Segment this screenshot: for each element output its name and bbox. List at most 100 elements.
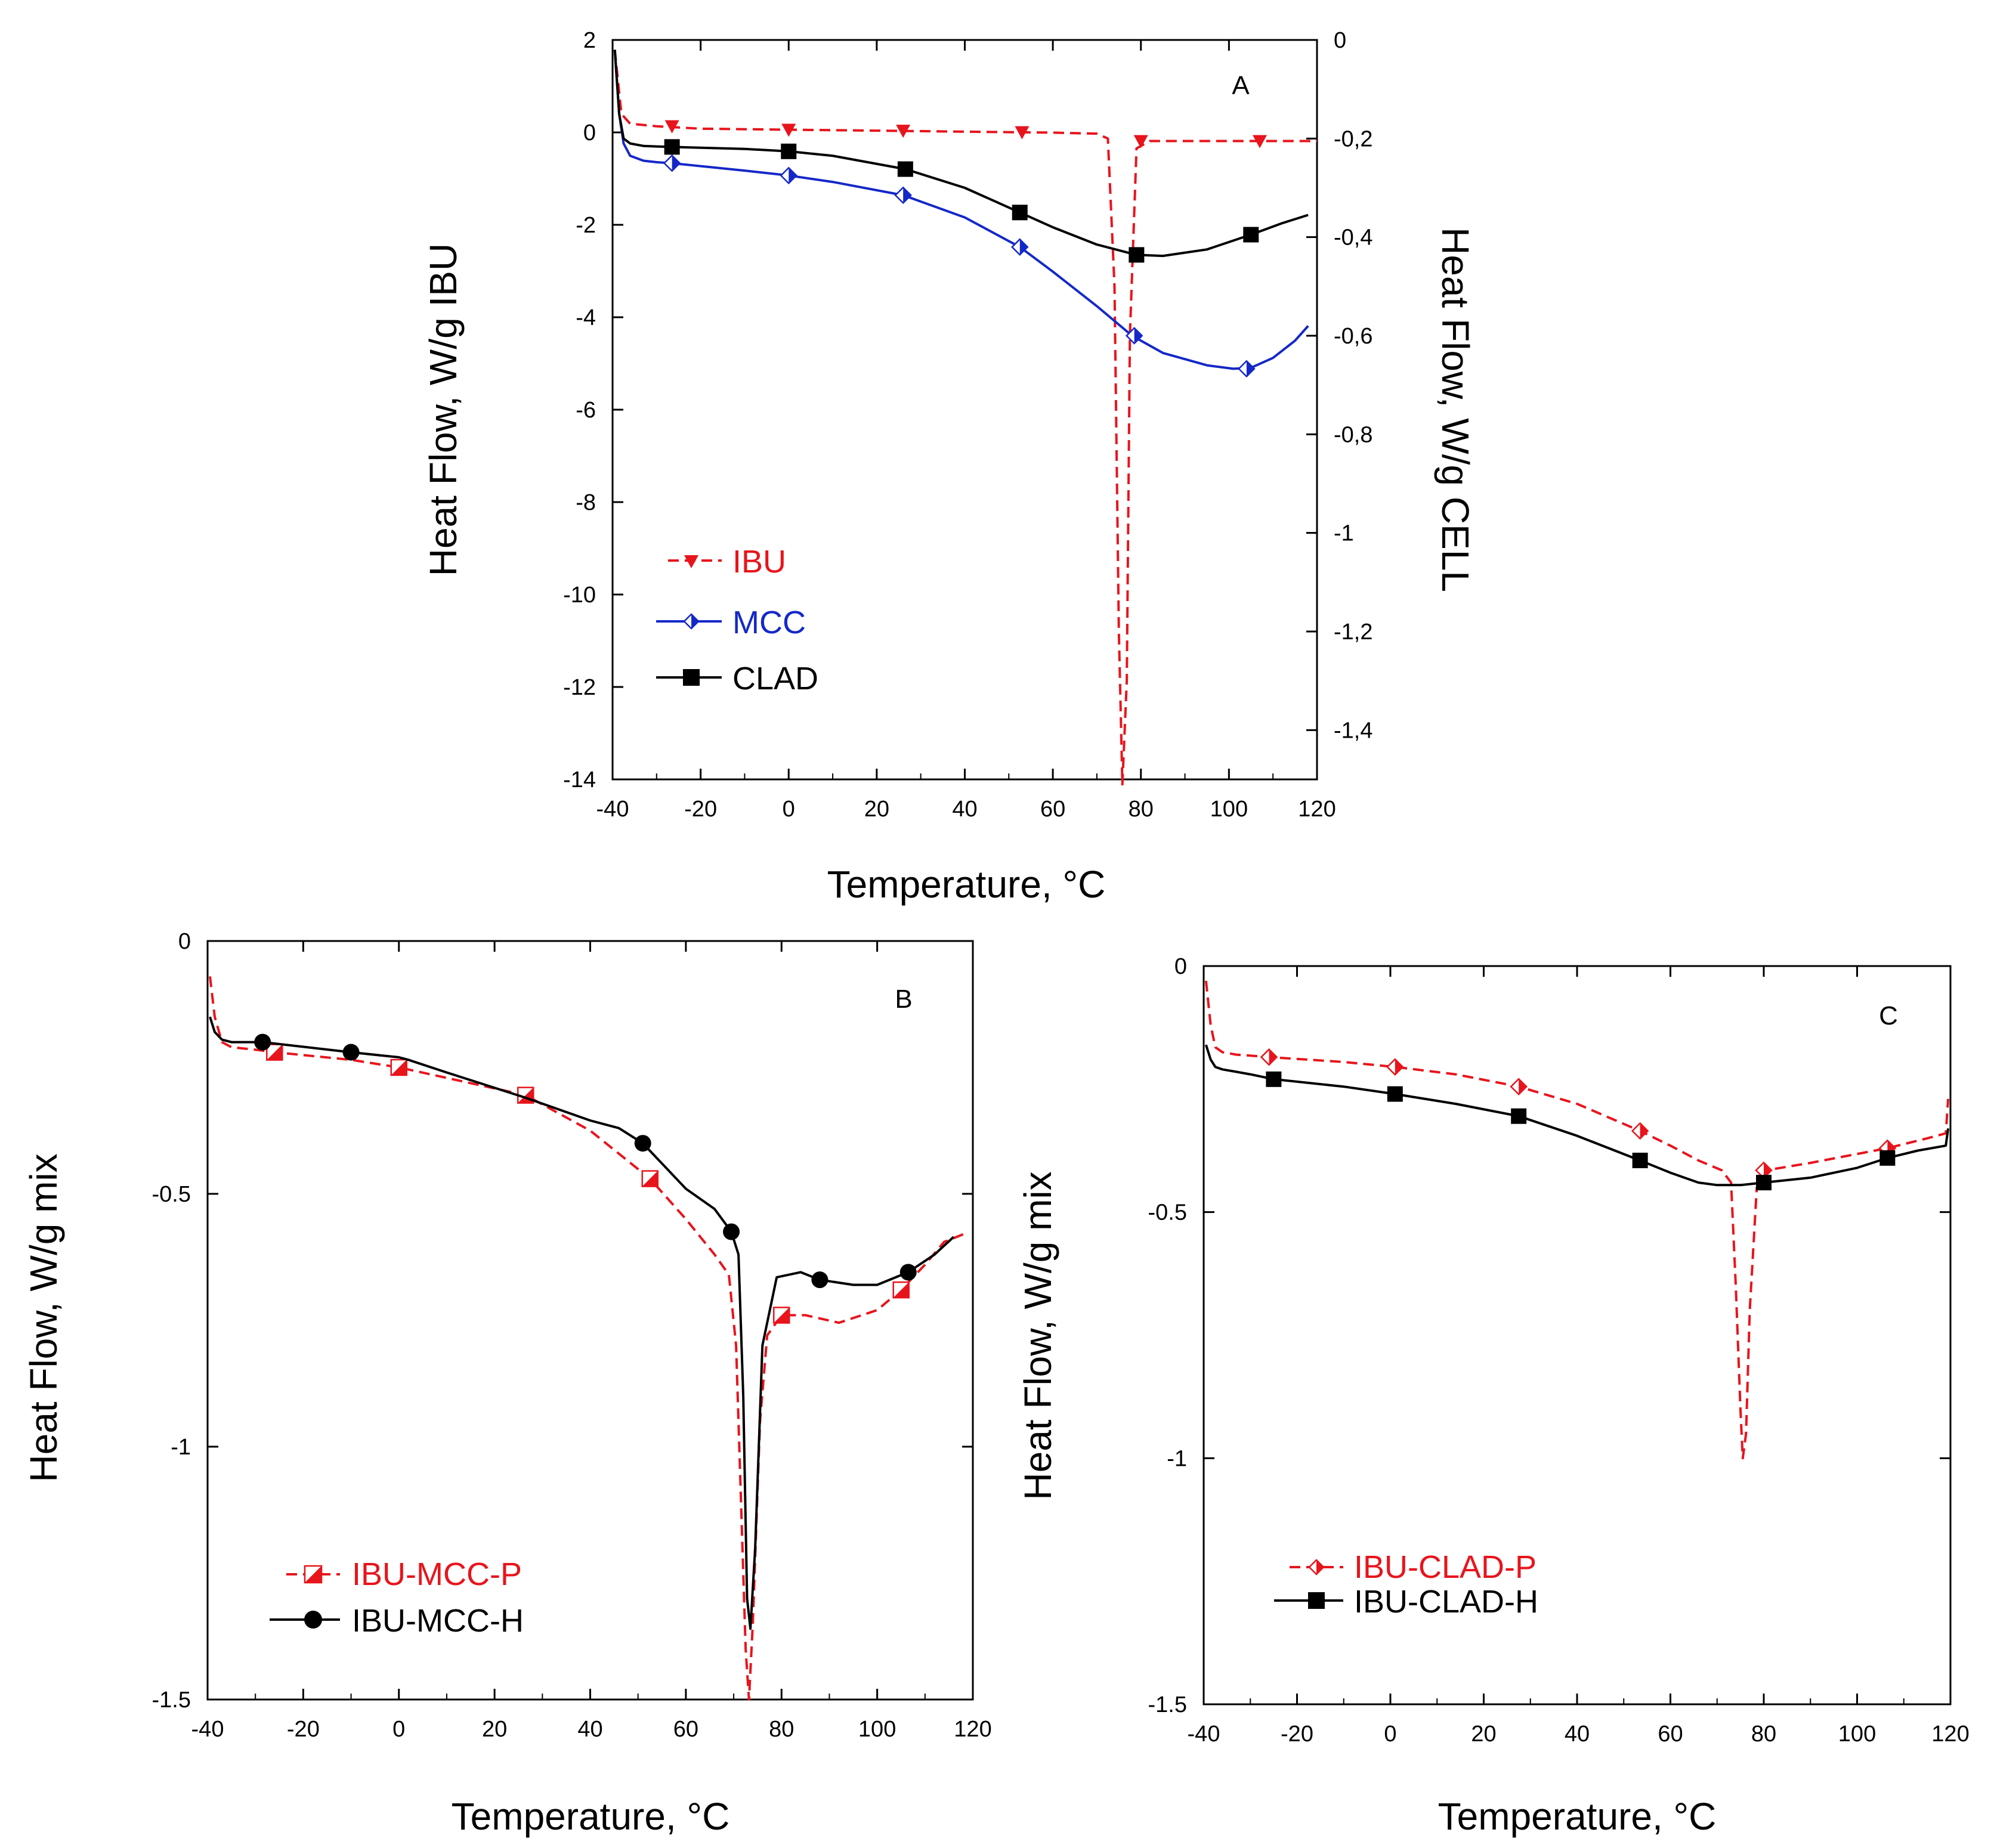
series-ibu-marker	[1253, 135, 1267, 148]
series-ibu-clad-p-marker-fill	[1395, 1059, 1403, 1075]
series-ibu-clad-p-marker-fill	[1269, 1049, 1277, 1065]
series-ibu-mcc-h-marker	[723, 1223, 740, 1240]
panel-a-ytick-right-label: -0,8	[1334, 422, 1372, 447]
panel-c-xtick-label: 120	[1931, 1722, 1969, 1747]
panel-a-ytick-label: -4	[576, 305, 596, 330]
series-ibu-clad-h-line	[1204, 1044, 1950, 1187]
series-ibu-clad-p-marker-fill	[1640, 1123, 1648, 1139]
panel-c-ytick-label: 0	[1174, 954, 1187, 979]
panel-a-xtick-label: 60	[1040, 797, 1065, 822]
panel-a-label: A	[1232, 71, 1250, 100]
panel-b-ytick-label: -1	[171, 1435, 191, 1460]
legend-a-mcc-label: MCC	[732, 605, 806, 640]
panel-b-xlabel: Temperature, °C	[452, 1795, 730, 1838]
panel-c-xtick-label: 0	[1384, 1722, 1396, 1747]
panel-a-xtick-label: -20	[684, 797, 717, 822]
panel-a-ytick-label: -8	[576, 490, 596, 515]
legend-a-mcc-marker-fill	[691, 614, 698, 629]
panel-a-ytick-label: 0	[583, 120, 596, 146]
legend-c-p-marker-fill	[1316, 1560, 1324, 1574]
panel-c-xtick-label: 20	[1471, 1722, 1496, 1747]
series-ibu-clad-h-marker	[1756, 1175, 1772, 1191]
series-clad-marker	[1243, 227, 1259, 243]
panel-a-ticks: -40 -20 0 20 40 60 80 100 12020-2-4-6-8-10-12-14…	[563, 28, 1372, 822]
panel-b-ylabel: Heat Flow, W/g mix	[22, 1153, 65, 1482]
panel-a-xtick-label: 40	[952, 797, 977, 822]
panel-a-xtick-label: 120	[1298, 797, 1335, 822]
panel-c-ylabel: Heat Flow, W/g mix	[1016, 1171, 1059, 1500]
panel-a-ytick-label: -10	[563, 583, 596, 608]
series-ibu-mcc-p-marker-fill	[893, 1282, 909, 1298]
series-ibu-clad-h-marker	[1387, 1086, 1403, 1102]
panel-c-xtick-label: 60	[1658, 1722, 1683, 1747]
panel-b-xtick-label: 40	[577, 1717, 602, 1742]
series-ibu-mcc-h-marker	[254, 1033, 271, 1051]
series-clad-marker	[781, 143, 797, 159]
panel-b-ytick-label: -1.5	[152, 1688, 191, 1713]
legend-a-clad-marker	[683, 669, 700, 686]
series-mcc-marker-fill	[1246, 361, 1254, 377]
series-ibu-mcc-h-marker	[899, 1264, 917, 1281]
series-mcc-marker-fill	[903, 187, 911, 203]
panel-b-ytick-label: -0.5	[152, 1182, 191, 1207]
series-ibu-marker	[664, 120, 679, 134]
panel-a-ytick-right-label: -1,4	[1334, 718, 1372, 743]
series-ibu-mcc-p-line	[209, 976, 964, 1701]
panel-a-xtick-label: -40	[596, 797, 629, 822]
panel-a-ylabel: Heat Flow, W/g IBU	[422, 243, 465, 576]
legend-a-ibu-label: IBU	[732, 544, 786, 580]
panel-c-ticks: -40 -20 0 20 40 60 80 100 120 0 -0.5 -1 -1.5	[1148, 954, 1970, 1747]
panel-c-ytick-label: -1	[1167, 1446, 1187, 1471]
panel-a-ytick-label: -2	[576, 213, 596, 238]
panel-b-xtick-label: 60	[673, 1717, 698, 1742]
panel-a-ytick-right-label: -0,4	[1334, 225, 1372, 250]
panel-a-ytick-label: -14	[563, 767, 596, 793]
legend-b-p-label: IBU-MCC-P	[352, 1556, 522, 1592]
panel-a-xtick-label: 80	[1129, 797, 1154, 822]
series-ibu-clad-h-marker	[1511, 1108, 1527, 1124]
panel-b: -40 -20 0 20 40 60 80 100 120 0 -0.5 -1 -1.5 B Tempe…	[22, 929, 992, 1838]
panel-c-xtick-label: -40	[1188, 1722, 1220, 1747]
panel-c-xtick-label: -20	[1281, 1722, 1313, 1747]
series-mcc-marker-fill	[1019, 239, 1028, 255]
panel-a-ytick-label: -6	[576, 398, 596, 423]
series-ibu-marker	[1133, 135, 1148, 148]
panel-a-ylabel-right: Heat Flow, W/g CELL	[1434, 227, 1477, 592]
panel-a-xtick-label: 20	[864, 797, 889, 822]
series-ibu-clad-p-marker-fill	[1764, 1162, 1772, 1178]
panel-a-ytick-right-label: -1	[1334, 521, 1354, 546]
panel-c-series	[1204, 980, 1950, 1460]
series-ibu-line	[613, 49, 1317, 786]
panel-c-legend: IBU-CLAD-P IBU-CLAD-H	[1274, 1549, 1538, 1620]
series-ibu-mcc-h-marker	[342, 1044, 360, 1061]
panel-b-xtick-label: -40	[191, 1717, 224, 1742]
panel-c: -40 -20 0 20 40 60 80 100 120 0 -0.5 -1 -1.5 C Tempe…	[1016, 954, 1970, 1838]
panel-c-label: C	[1879, 1001, 1898, 1030]
series-clad-marker	[1012, 205, 1028, 221]
panel-a-xlabel: Temperature, °C	[827, 863, 1106, 906]
panel-a-ytick-right-label: -0,6	[1334, 324, 1372, 349]
series-ibu-mcc-h-marker	[634, 1135, 651, 1152]
series-ibu-mcc-p-marker-fill	[774, 1307, 790, 1323]
legend-c-p-label: IBU-CLAD-P	[1354, 1549, 1537, 1585]
series-ibu-clad-h-marker	[1266, 1071, 1282, 1087]
legend-c-h-label: IBU-CLAD-H	[1354, 1584, 1538, 1620]
series-clad-marker	[664, 139, 680, 155]
panel-b-xtick-label: 0	[392, 1717, 405, 1742]
panel-c-xtick-label: 40	[1565, 1722, 1590, 1747]
panel-b-legend: IBU-MCC-P IBU-MCC-H	[270, 1556, 524, 1639]
legend-c-h-marker	[1308, 1592, 1325, 1609]
panel-b-ticks: -40 -20 0 20 40 60 80 100 120 0 -0.5 -1 -1.5	[152, 929, 992, 1742]
series-ibu-clad-p-line	[1204, 980, 1950, 1460]
panel-a-ytick-right-label: -0,2	[1334, 126, 1372, 151]
legend-b-p-marker-fill	[305, 1566, 321, 1583]
panel-b-label: B	[895, 985, 912, 1014]
panel-a-ytick-label: 2	[583, 28, 596, 53]
panel-a-ytick-label: -12	[563, 675, 596, 700]
legend-b-h-label: IBU-MCC-H	[352, 1603, 524, 1639]
panel-c-xlabel: Temperature, °C	[1438, 1795, 1717, 1838]
panel-b-xtick-label: 120	[954, 1717, 991, 1742]
series-ibu-clad-h-marker	[1632, 1153, 1648, 1169]
